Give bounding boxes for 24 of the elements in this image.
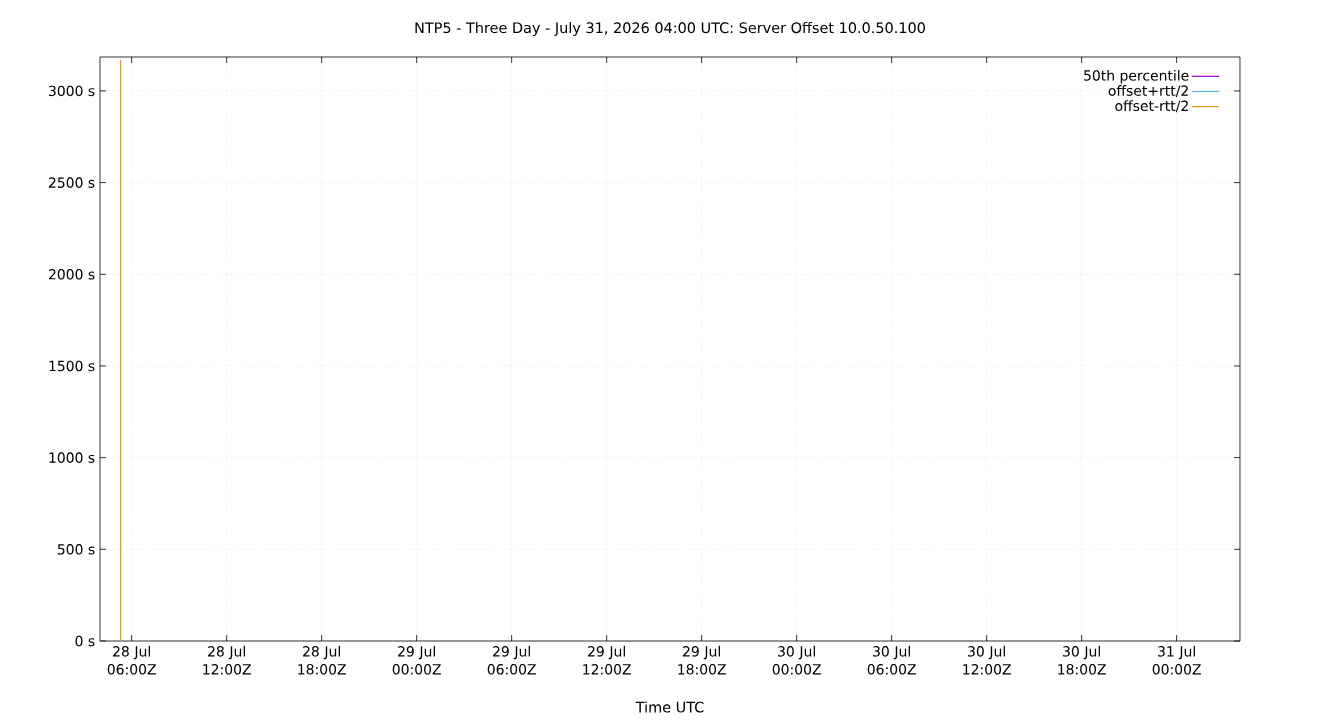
chart-title: NTP5 - Three Day - July 31, 2026 04:00 UTC: Server Offset 10.0.50.100 bbox=[415, 21, 925, 36]
x-tick-label: 31 Jul 00:00Z bbox=[1152, 645, 1201, 675]
x-tick-label: 28 Jul 12:00Z bbox=[203, 645, 251, 675]
legend-label: offset+rtt/2 bbox=[1108, 85, 1188, 97]
legend-label: offset-rtt/2 bbox=[1115, 100, 1188, 113]
x-tick-label: 30 Jul 18:00Z bbox=[1058, 645, 1106, 675]
y-tick-label: 1500 s bbox=[49, 360, 95, 372]
x-tick-label: 29 Jul 12:00Z bbox=[583, 645, 631, 675]
y-tick-label: 0 s bbox=[75, 635, 95, 647]
legend-label: 50th percentile bbox=[1084, 69, 1189, 84]
y-tick-label: 3000 s bbox=[49, 85, 95, 97]
y-tick-label: 500 s bbox=[57, 544, 95, 555]
x-tick-label: 29 Jul 06:00Z bbox=[487, 645, 536, 675]
y-tick-label: 2500 s bbox=[48, 177, 95, 188]
x-tick-label: 29 Jul 00:00Z bbox=[392, 645, 441, 675]
x-tick-label: 28 Jul 18:00Z bbox=[298, 645, 346, 675]
x-tick-label: 29 Jul 18:00Z bbox=[678, 645, 726, 675]
x-tick-label: 28 Jul 06:00Z bbox=[107, 645, 156, 675]
x-tick-label: 30 Jul 00:00Z bbox=[772, 645, 821, 675]
y-tick-label: 1000 s bbox=[49, 452, 95, 463]
x-axis-title: Time UTC bbox=[635, 701, 704, 713]
x-tick-label: 30 Jul 12:00Z bbox=[963, 645, 1011, 675]
x-tick-label: 30 Jul 06:00Z bbox=[867, 645, 916, 675]
y-tick-label: 2000 s bbox=[48, 268, 95, 280]
